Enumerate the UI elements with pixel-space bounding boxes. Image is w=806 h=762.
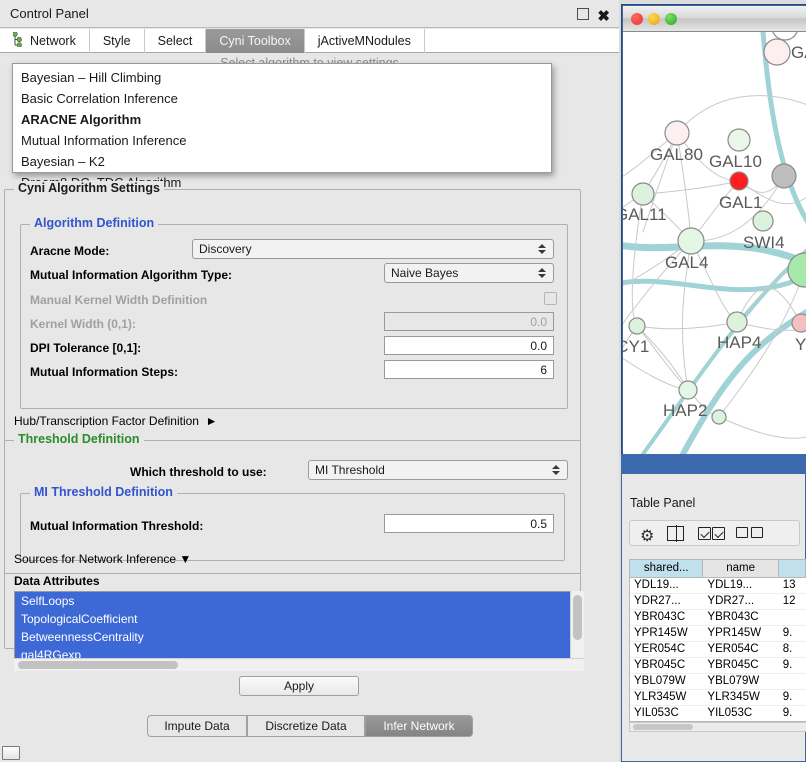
svg-text:GAL: GAL bbox=[791, 43, 806, 62]
svg-text:Y: Y bbox=[795, 335, 806, 354]
svg-text:GAL4: GAL4 bbox=[665, 253, 708, 272]
svg-text:HAP2: HAP2 bbox=[663, 401, 707, 420]
svg-text:GCY1: GCY1 bbox=[623, 337, 649, 356]
svg-text:HAP4: HAP4 bbox=[717, 333, 761, 352]
svg-text:GAL11: GAL11 bbox=[623, 205, 667, 224]
svg-text:GAL80: GAL80 bbox=[650, 145, 703, 164]
svg-text:SWI4: SWI4 bbox=[743, 233, 785, 252]
svg-text:GAL1: GAL1 bbox=[719, 193, 762, 212]
svg-text:GAL10: GAL10 bbox=[709, 152, 762, 171]
